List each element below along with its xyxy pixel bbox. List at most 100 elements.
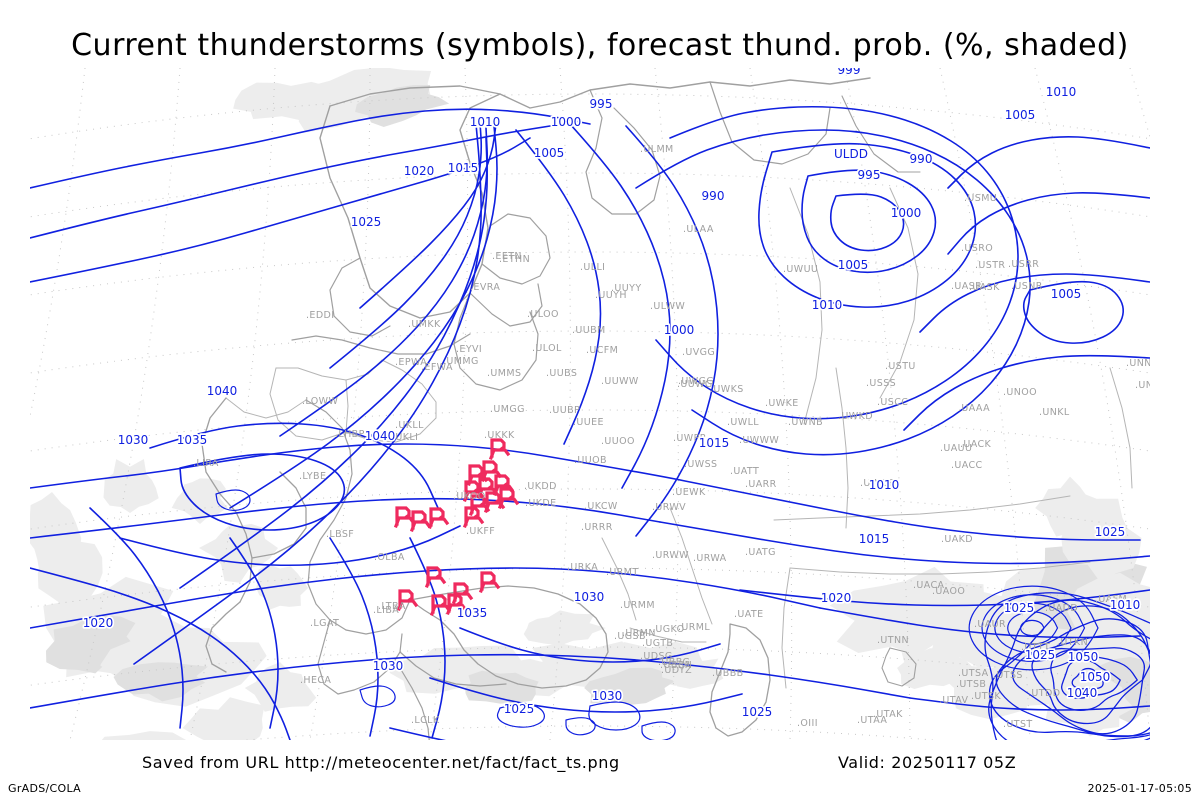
station-label: .UATE [734,609,764,620]
isobar-label: 1050 [1068,650,1099,664]
thunderstorm-symbol [488,438,511,461]
station-label: .UKDD [524,481,557,492]
thunderstorm-symbol [393,506,416,529]
isobar-layer [30,105,1150,740]
station-label: .LHBP [335,429,365,440]
station-label: .UMKK [408,319,441,330]
isobar-label-halo: 1005 [534,146,565,160]
station-label: .UWNB [788,417,823,428]
station-label: .UDYZ [661,665,692,676]
isobar-label-halo: 1005 [1051,287,1082,301]
station-label: .USTR [975,260,1005,271]
station-label: .UWGG [678,376,714,387]
thunderstorm-symbol [462,506,485,529]
station-label: .URWA [693,553,727,564]
station-label: .UUYH [595,290,627,301]
station-label: .UTST [1003,719,1033,730]
station-label: .UMMS [487,368,521,379]
isobar-label-halo: 995 [858,168,881,182]
isobar-label-halo: 1010 [1110,598,1141,612]
station-label: .ETHN [499,254,530,265]
station-label: .LYBE [299,471,326,482]
station-label: .LIRA [193,458,219,469]
isobar-label-halo: 999 [838,68,861,77]
station-label: .UTDD [1028,688,1060,699]
valid-time-text: Valid: 20250117 05Z [838,753,1017,772]
isobar-label-halo: 1005 [1005,108,1036,122]
station-label: .UBBN [660,660,692,671]
station-label: .UGKO [652,624,685,635]
isobar-label-halo: 1020 [404,164,435,178]
station-label: .URKA [567,562,598,573]
station-label: .UWKD [838,411,873,422]
station-label: .UTAV [939,695,969,706]
station-label: .ULLI [580,262,605,273]
isobar-label-halo: 1050 [1068,650,1099,664]
isobar-label: 1010 [1046,85,1077,99]
map-canvas[interactable]: .EDDI .EPWA .LHBP .LOWW .UKLL .UKLI .UMKK .UMMS… [30,68,1150,740]
station-label: .USRO [961,243,993,254]
isobar-label-halo: 1010 [1046,85,1077,99]
station-label: .UTSK [971,691,1001,702]
station-label: .URMT [606,567,639,578]
isobar-label-halo: 1005 [838,258,869,272]
isobar-label-halo: 1035 [457,606,488,620]
station-label: .ULMM [640,144,674,155]
producer-label: GrADS/COLA [8,782,81,795]
isobar-label: 1030 [574,590,605,604]
isobar-label: 1025 [1025,648,1056,662]
isobar-label: 1050 [1080,670,1111,684]
isobar-label: 1005 [838,258,869,272]
isobar-label: 990 [910,152,933,166]
isobar-label-halo: 1015 [699,436,730,450]
station-label: .URWW [652,550,689,561]
station-label: .UKFF [466,526,495,537]
station-label: .UASK [969,282,1000,293]
station-label: .UWKS [710,384,744,395]
isobar-label-halo: 1000 [891,206,922,220]
station-label: .EPWA [395,357,427,368]
station-label: .USMU [964,193,997,204]
isobar-label: 1035 [177,433,208,447]
thunderstorm-symbol [483,491,506,514]
station-label: .EDDI [306,310,334,321]
station-label: .UNNT [1126,358,1150,369]
station-label: .UAUU [940,443,972,454]
isobar-label: 1025 [504,702,535,716]
station-label: .UAKD [941,534,973,545]
station-label: .UWOR [860,478,895,489]
thunderstorm-symbol [396,589,419,612]
station-label: .EFWA [421,362,453,373]
station-label: .UWLL [727,417,759,428]
isobar-label: 1035 [457,606,488,620]
station-label: .UGSB [614,631,646,642]
station-label: .UWWW [739,435,779,446]
station-label: .UBBB [712,668,744,679]
station-label: .UTAA [857,715,887,726]
thunderstorm-symbol [445,593,468,616]
station-label: .ULOO [527,309,559,320]
isobar-label: 1030 [118,433,149,447]
station-label: .UAUR [974,619,1006,630]
station-label: .LTBA [378,601,406,612]
station-label: .UTSB [956,679,986,690]
station-label: .UUBP [549,405,580,416]
station-label: .UUOO [601,436,635,447]
thunderstorm-symbol [478,571,501,594]
station-label: .UCFM [586,345,618,356]
station-label: .UTAK [873,709,903,720]
station-label: .LOWW [302,396,338,407]
station-label: .UBBG [658,657,690,668]
timestamp-label: 2025-01-17-05:05 [1087,782,1192,795]
station-label: .ULAA [683,224,714,235]
station-label: .ULWW [650,301,685,312]
station-label: .UAFM [1095,594,1127,605]
isobar-label: 1015 [699,436,730,450]
isobar-label: 1010 [1110,598,1141,612]
station-label: .HECA [300,675,331,686]
graticule-layer [30,68,1150,740]
isobar-label-halo: 1025 [1004,601,1035,615]
isobar-label-layer: 1010 1010 1000 1000 995 995 1005 1005 1020 1020 10… [81,68,1142,721]
saved-from-url-text: Saved from URL http://meteocenter.net/fa… [142,753,620,772]
thunderstorm-symbol [427,507,450,530]
